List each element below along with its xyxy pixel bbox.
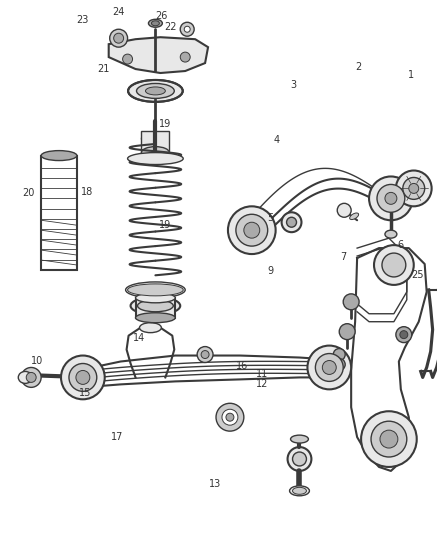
Text: 20: 20	[22, 188, 35, 198]
Ellipse shape	[321, 356, 333, 363]
Circle shape	[409, 183, 419, 193]
Circle shape	[236, 214, 268, 246]
Text: 23: 23	[76, 15, 88, 26]
Circle shape	[21, 367, 41, 387]
Text: 19: 19	[159, 220, 171, 230]
Text: 19: 19	[159, 119, 171, 130]
Circle shape	[396, 327, 412, 343]
Circle shape	[380, 430, 398, 448]
Polygon shape	[141, 131, 170, 152]
Circle shape	[315, 353, 343, 382]
Circle shape	[333, 359, 345, 370]
Ellipse shape	[135, 313, 175, 322]
Text: 18: 18	[81, 187, 93, 197]
Polygon shape	[41, 156, 77, 270]
Circle shape	[110, 29, 127, 47]
Ellipse shape	[148, 19, 162, 27]
Text: 4: 4	[273, 135, 279, 146]
Circle shape	[184, 26, 190, 32]
Circle shape	[282, 212, 301, 232]
Text: 14: 14	[133, 333, 145, 343]
Text: 26: 26	[155, 11, 168, 21]
Circle shape	[26, 373, 36, 382]
Ellipse shape	[145, 87, 165, 95]
Circle shape	[371, 421, 407, 457]
Circle shape	[69, 364, 97, 391]
Ellipse shape	[126, 282, 185, 298]
Circle shape	[369, 176, 413, 220]
Circle shape	[377, 184, 405, 212]
Circle shape	[123, 54, 133, 64]
Ellipse shape	[41, 151, 77, 160]
Ellipse shape	[135, 293, 175, 303]
Text: 5: 5	[267, 213, 273, 223]
Text: 1: 1	[408, 70, 414, 79]
Circle shape	[374, 245, 414, 285]
Ellipse shape	[18, 372, 32, 383]
Circle shape	[333, 349, 345, 360]
Ellipse shape	[290, 435, 308, 443]
Text: 2: 2	[355, 62, 361, 72]
Circle shape	[337, 203, 351, 217]
Circle shape	[339, 324, 355, 340]
Ellipse shape	[293, 487, 307, 494]
Ellipse shape	[128, 80, 183, 102]
Text: 21: 21	[97, 64, 110, 74]
Ellipse shape	[131, 297, 180, 315]
Circle shape	[197, 346, 213, 362]
Circle shape	[403, 177, 425, 199]
Circle shape	[76, 370, 90, 384]
Circle shape	[180, 52, 190, 62]
Text: 13: 13	[208, 479, 221, 489]
Ellipse shape	[152, 21, 159, 26]
Polygon shape	[109, 37, 208, 73]
Text: 7: 7	[340, 252, 346, 262]
Ellipse shape	[127, 152, 183, 165]
Ellipse shape	[140, 322, 161, 333]
Circle shape	[307, 345, 351, 389]
Text: 11: 11	[255, 369, 268, 378]
Ellipse shape	[137, 84, 174, 99]
Circle shape	[114, 33, 124, 43]
Circle shape	[396, 171, 431, 206]
Circle shape	[293, 452, 307, 466]
Circle shape	[322, 360, 336, 375]
Text: 16: 16	[236, 361, 248, 371]
Circle shape	[226, 413, 234, 421]
Circle shape	[201, 351, 209, 359]
Text: 24: 24	[113, 7, 125, 17]
Circle shape	[288, 447, 311, 471]
Circle shape	[216, 403, 244, 431]
Text: 15: 15	[79, 387, 91, 398]
Circle shape	[228, 206, 276, 254]
Circle shape	[222, 409, 238, 425]
Text: 9: 9	[267, 266, 273, 276]
Circle shape	[400, 330, 408, 338]
Ellipse shape	[385, 230, 397, 238]
Ellipse shape	[141, 132, 170, 146]
Circle shape	[385, 192, 397, 204]
Text: 10: 10	[31, 356, 43, 366]
Circle shape	[244, 222, 260, 238]
Circle shape	[361, 411, 417, 467]
Ellipse shape	[350, 213, 359, 220]
Ellipse shape	[290, 486, 309, 496]
Text: 25: 25	[411, 270, 424, 280]
Ellipse shape	[127, 284, 183, 296]
Polygon shape	[135, 298, 175, 318]
Text: 3: 3	[291, 80, 297, 90]
Circle shape	[286, 217, 297, 227]
Text: 6: 6	[398, 240, 404, 251]
Circle shape	[180, 22, 194, 36]
Circle shape	[343, 294, 359, 310]
Text: 12: 12	[255, 379, 268, 389]
Circle shape	[61, 356, 105, 399]
Ellipse shape	[138, 300, 173, 312]
Circle shape	[382, 253, 406, 277]
Text: 22: 22	[164, 22, 177, 32]
Text: 17: 17	[111, 432, 124, 442]
Ellipse shape	[141, 147, 170, 158]
